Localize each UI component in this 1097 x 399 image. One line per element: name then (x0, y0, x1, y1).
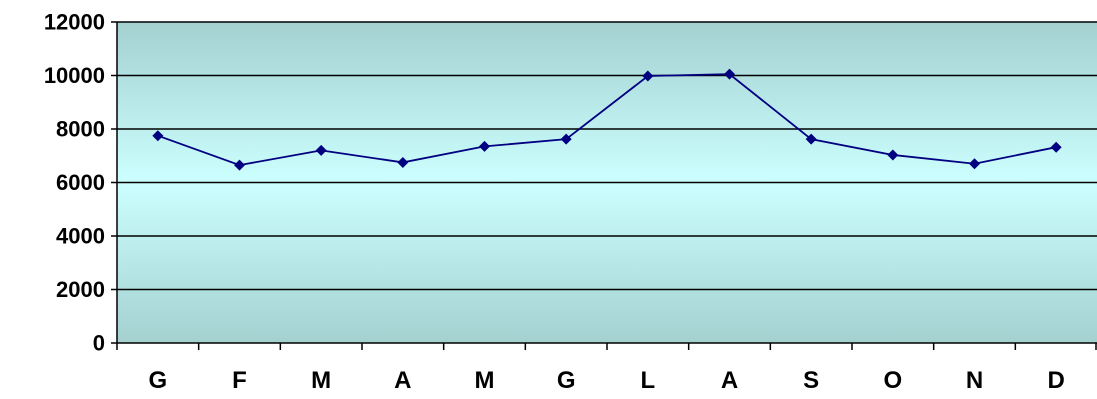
x-tick-label: S (803, 367, 819, 394)
data-point (724, 68, 735, 80)
y-tick-label: 12000 (44, 10, 105, 35)
x-tick-label: M (475, 367, 495, 394)
data-point (642, 70, 654, 82)
data-point (969, 158, 980, 170)
data-point (1050, 141, 1062, 153)
gridlines (117, 21, 1097, 291)
x-tick-label: A (721, 367, 738, 394)
series-layer (152, 68, 1062, 171)
y-tick-label: 6000 (56, 170, 105, 195)
data-point (479, 140, 490, 152)
y-tick-label: 0 (93, 331, 105, 356)
x-tick-label: M (311, 367, 331, 394)
data-point (887, 149, 899, 161)
x-tick-label: N (966, 367, 983, 394)
data-point (560, 133, 572, 145)
tick-labels: 0 2000 4000 6000 8000 10000 12000 G F M A M G L A S O N D (44, 10, 1065, 395)
x-tick-label: A (394, 367, 411, 394)
x-tick-label: F (232, 367, 247, 394)
x-tick-label: G (557, 367, 576, 394)
data-point (152, 130, 164, 142)
y-tick-label: 8000 (56, 117, 105, 142)
y-tick-label: 10000 (44, 63, 105, 88)
x-tick-label: G (148, 367, 167, 394)
x-tick-label: D (1047, 367, 1064, 394)
data-point (805, 133, 817, 145)
data-point (234, 159, 245, 171)
axes (111, 21, 1097, 350)
series-line (157, 73, 1057, 167)
x-tick-label: L (640, 367, 655, 394)
y-tick-label: 2000 (56, 277, 105, 302)
x-tick-label: O (883, 367, 902, 394)
y-tick-label: 4000 (56, 224, 105, 249)
data-point (397, 156, 409, 168)
data-point (315, 144, 327, 156)
